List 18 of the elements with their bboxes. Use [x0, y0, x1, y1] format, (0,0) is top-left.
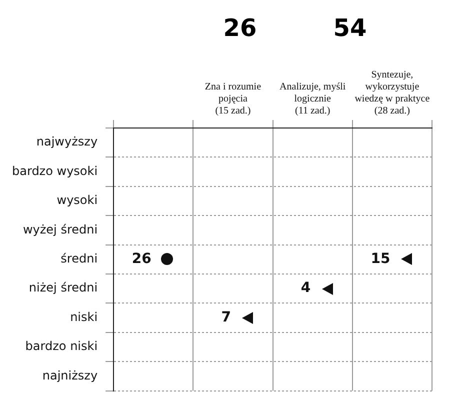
- y-tick-label: średni: [60, 252, 98, 266]
- text: 54: [333, 14, 367, 42]
- y-tick-label: najniższy: [42, 368, 98, 382]
- data-label: 4: [300, 280, 311, 296]
- data-label: 15: [370, 251, 390, 268]
- x-tick-label: Syntezuje, wykorzystuje wiedzę w praktyce (28 zad.): [354, 70, 430, 117]
- y-tick-label: bardzo wysoki: [12, 164, 98, 178]
- x-tick-label: Zna i rozumie pojęcia (15 zad.): [204, 82, 262, 117]
- y-tick-label: wysoki: [56, 193, 98, 208]
- text: 26: [223, 14, 257, 42]
- data-label: 26: [132, 251, 152, 268]
- y-tick-label: najwyższy: [36, 134, 98, 149]
- y-tick-label: niski: [70, 310, 98, 324]
- y-tick-label: wyżej średni: [22, 222, 98, 236]
- data-label: 7: [221, 309, 231, 326]
- y-tick-label: niżej średni: [28, 280, 98, 295]
- y-tick-label: bardzo niski: [25, 339, 98, 354]
- x-tick-label: Analizuje, myśli logicznie (11 zad.): [280, 82, 346, 117]
